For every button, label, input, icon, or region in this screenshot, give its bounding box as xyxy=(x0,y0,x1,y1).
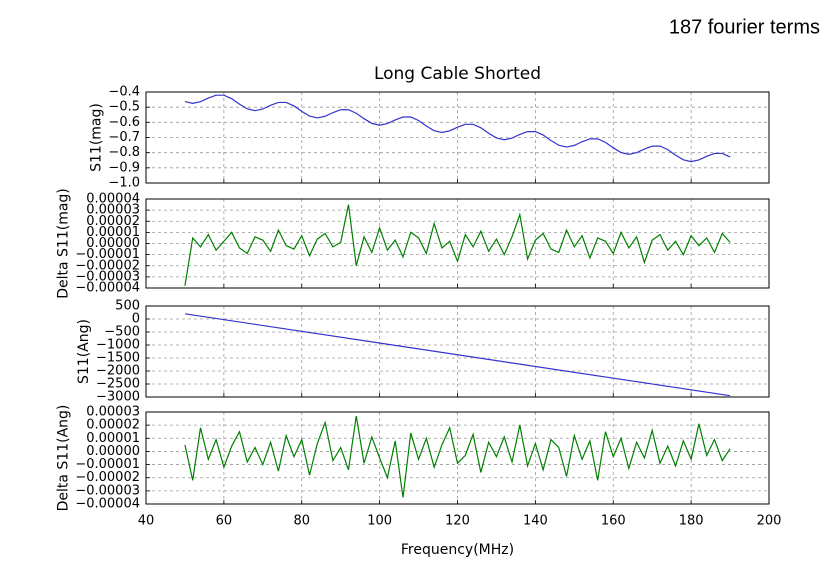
y-tick-label: 0.00000 xyxy=(86,236,140,251)
y-tick-label: −0.00001 xyxy=(75,457,140,472)
y-tick-label: 0 xyxy=(132,312,140,327)
x-tick-label: 120 xyxy=(445,514,470,529)
y-tick-label: −1000 xyxy=(96,338,140,353)
y-tick-label: −3000 xyxy=(96,390,140,405)
y-tick-label: 0.00002 xyxy=(86,418,140,433)
header-text: 187 fourier terms xyxy=(669,16,820,38)
x-tick-label: 160 xyxy=(601,514,626,529)
y-axis-label: S11(mag) xyxy=(88,103,104,172)
x-tick-label: 40 xyxy=(138,514,155,529)
data-line xyxy=(184,415,731,498)
y-tick-label: −0.00004 xyxy=(75,281,140,296)
y-tick-label: −2000 xyxy=(96,364,140,379)
y-tick-label: 0.00003 xyxy=(86,405,140,420)
y-axis-label: Delta S11(mag) xyxy=(55,188,71,299)
x-tick-label: 200 xyxy=(757,514,782,529)
data-line xyxy=(184,204,731,286)
y-tick-label: −0.8 xyxy=(108,145,140,160)
y-tick-label: 0.00003 xyxy=(86,203,140,218)
x-tick-label: 180 xyxy=(679,514,704,529)
y-tick-label: −1500 xyxy=(96,351,140,366)
plot-frame xyxy=(145,411,770,505)
y-axis-label: S11(Ang) xyxy=(76,319,92,384)
y-tick-label: −0.5 xyxy=(108,100,140,115)
y-tick-label: 0.00004 xyxy=(86,192,140,207)
y-tick-label: −0.4 xyxy=(108,85,140,100)
y-axis-label: Delta S11(Ang) xyxy=(55,405,71,512)
data-line xyxy=(184,313,731,397)
x-axis-label: Frequency(MHz) xyxy=(401,542,514,558)
plot-frame xyxy=(145,305,770,398)
y-tick-label: −2500 xyxy=(96,377,140,392)
y-tick-label: −0.00003 xyxy=(75,483,140,498)
y-tick-label: 0.00000 xyxy=(86,444,140,459)
chart-title: Long Cable Shorted xyxy=(374,64,541,84)
y-tick-label: 0.00002 xyxy=(86,214,140,229)
plot-frame xyxy=(145,198,770,289)
y-tick-label: −0.00001 xyxy=(75,247,140,262)
y-tick-label: 500 xyxy=(115,299,140,314)
y-tick-label: −1.0 xyxy=(108,176,140,191)
y-tick-label: −0.00003 xyxy=(75,269,140,284)
x-tick-label: 100 xyxy=(367,514,392,529)
data-line xyxy=(184,94,731,163)
y-tick-label: −500 xyxy=(104,325,140,340)
y-tick-label: 0.00001 xyxy=(86,225,140,240)
y-tick-label: −0.6 xyxy=(108,115,140,130)
plot-frame xyxy=(145,91,770,184)
x-tick-label: 80 xyxy=(293,514,310,529)
x-tick-label: 140 xyxy=(523,514,548,529)
x-tick-label: 60 xyxy=(216,514,233,529)
y-tick-label: −0.00002 xyxy=(75,470,140,485)
y-tick-label: −0.9 xyxy=(108,160,140,175)
y-tick-label: −0.7 xyxy=(108,130,140,145)
y-tick-label: 0.00001 xyxy=(86,431,140,446)
y-tick-label: −0.00004 xyxy=(75,497,140,512)
y-tick-label: −0.00002 xyxy=(75,258,140,273)
